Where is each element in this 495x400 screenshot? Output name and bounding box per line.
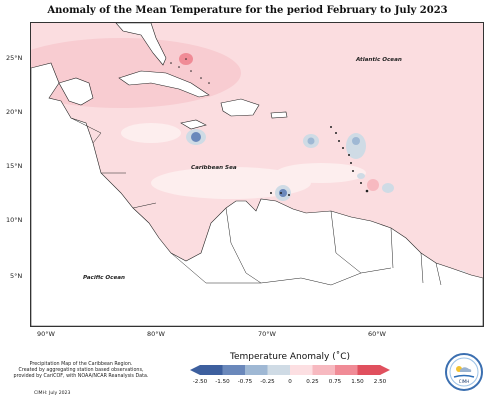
cool-anomaly-core [191,132,201,142]
puerto-rico-land [270,111,288,119]
legend-tick-label: -0.75 [237,379,253,385]
legend-tick-label: 0.25 [306,379,319,385]
legend-arrow-left [190,365,200,375]
legend-cell [312,365,336,375]
legend-cells [200,365,381,375]
map-title: Anomaly of the Mean Temperature for the … [47,5,448,16]
anomaly-map: Atlantic Ocean Caribbean Sea Pacific Oce… [30,22,484,327]
yucatan-land [58,77,94,106]
legend-title: Temperature Anomaly (˚C) [229,352,350,362]
legend-tick-label: 0 [288,379,292,385]
cool-anomaly-core [307,137,315,145]
lon-label-90w: 90°W [37,330,55,338]
label-caribbean-sea: Caribbean Sea [191,165,237,171]
legend-cell [245,365,268,375]
lat-label-20n: 20°N [6,108,23,116]
legend-tick-label: 2.50 [373,379,387,385]
legend-arrow-right [380,365,390,375]
logo-text: CIMH [459,379,469,384]
label-atlantic-ocean: Atlantic Ocean [356,57,402,63]
cool-anomaly-spot [382,183,394,193]
cool-anomaly-core [279,189,287,197]
map-canvas [31,23,483,326]
legend-cell [335,365,358,375]
legend-cell [222,365,246,375]
map-credit: CIMH: July 2023 [34,391,71,396]
cool-anomaly-core [352,137,360,145]
cuba-land [118,70,210,98]
legend-tick-label: 0.75 [328,379,342,385]
lesser-antilles [170,58,369,196]
legend-cell [290,365,313,375]
jamaica-land [180,119,207,130]
map-footnote: Precipitation Map of the Caribbean Regio… [13,362,149,380]
country-borders [70,117,442,286]
legend-tick-label: -2.50 [192,379,208,385]
neutral-anomaly-region [276,163,366,183]
neutral-anomaly-region [151,167,311,199]
neutral-anomaly-region [121,123,181,143]
florida-land [115,23,167,66]
legend-cell [200,365,223,375]
label-pacific-ocean: Pacific Ocean [83,275,126,281]
cool-anomaly-spot [357,173,365,179]
lat-label-25n: 25°N [6,54,23,62]
legend-cell [357,365,381,375]
hispaniola-land [220,98,260,117]
legend-colorbar [190,365,390,375]
legend-tick-label: 1.50 [351,379,364,385]
lat-label-5n: 5°N [10,272,23,280]
cool-anomaly-spot [346,133,366,159]
lon-label-60w: 60°W [368,330,386,338]
lat-label-10n: 10°N [6,216,23,224]
warm-anomaly-spot [367,179,379,191]
legend-cell [267,365,291,375]
lat-label-15n: 15°N [6,162,23,170]
legend-tick-label: -0.25 [260,379,275,385]
legend-tick-label: -1.50 [215,379,230,385]
lon-label-80w: 80°W [147,330,165,338]
lon-label-70w: 70°W [258,330,276,338]
cimh-logo: CIMH [445,353,483,391]
